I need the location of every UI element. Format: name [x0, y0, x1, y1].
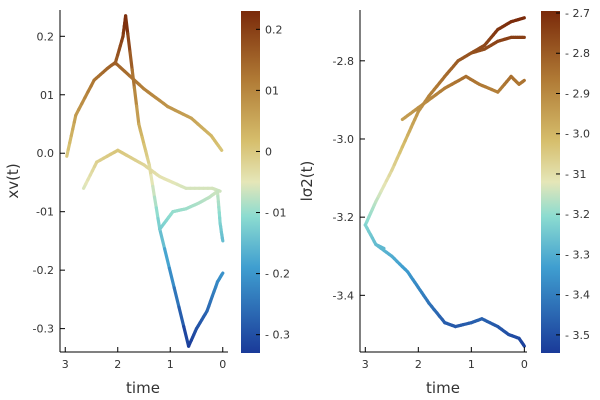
lsigma2-series-lower-branch	[374, 242, 386, 250]
xv-segment	[130, 68, 136, 90]
xv-segment	[149, 174, 155, 188]
xv-colorbar-tick-label: 0	[265, 145, 272, 158]
xv-y-ticks: 0.2 01 0.0 -01 -0.2 -0.3	[33, 30, 65, 336]
lsigma2-colorbar-tick-label: - 2.8	[565, 47, 590, 60]
xv-series-path-c	[113, 14, 225, 348]
xv-colorbar-tick-label: 0.2	[265, 23, 283, 36]
xv-segment	[172, 286, 181, 309]
xv-series-path-d	[158, 189, 225, 243]
xv-series-path-a	[81, 148, 222, 193]
xv-x-label: time	[126, 379, 160, 397]
xv-y-tick-label: -0.2	[33, 264, 54, 277]
xv-segment	[220, 271, 225, 277]
xv-y-tick-label: 0.2	[37, 30, 55, 43]
xv-colorbar: 0.2 01 0 - 01 - 0.2 - 0.3	[241, 11, 290, 353]
lsigma2-colorbar-ticks: - 2.7 - 2.8 - 2.9 - 3.0 - 31 - 3.2 - 3.3 - 3.4 -…	[556, 7, 590, 342]
xv-segment	[163, 247, 171, 270]
xv-y-tick-label: -01	[36, 206, 54, 219]
xv-x-tick-label: 3	[62, 358, 69, 371]
lsigma2-x-label: time	[426, 379, 460, 397]
lsigma2-colorbar-tick-label: - 2.9	[565, 87, 590, 100]
lsigma2-colorbar: - 2.7 - 2.8 - 2.9 - 3.0 - 31 - 3.2 - 3.3 - 3.4 -…	[541, 7, 590, 353]
lsigma2-x-tick-label: 1	[468, 358, 475, 371]
lsigma2-x-ticks: 3 2 1 0	[362, 347, 528, 371]
lsigma2-colorbar-tick-label: - 3.4	[565, 289, 590, 302]
xv-segment	[152, 195, 158, 210]
lsigma2-y-tick-label: -3.4	[333, 289, 354, 302]
xv-colorbar-tick-label: - 01	[265, 207, 286, 220]
lsigma2-colorbar-tick-label: - 3.2	[565, 208, 590, 221]
lsigma2-series-lower	[363, 223, 526, 348]
lsigma2-colorbar-tick-label: - 3.3	[565, 248, 590, 261]
lsigma2-series-upper-lower	[400, 74, 526, 122]
xv-segment	[158, 227, 167, 251]
lsigma2-colorbar-gradient	[541, 11, 560, 353]
xv-segment	[128, 50, 134, 72]
xv-segment	[154, 206, 160, 221]
lsigma2-series-upper	[363, 35, 526, 227]
xv-x-tick-label: 2	[114, 358, 121, 371]
xv-colorbar-gradient	[241, 11, 260, 353]
xv-y-label: xv(t)	[4, 163, 22, 198]
panel-xv: 0.2 01 0.0 -01 -0.2 -0.3 3 2 1 0 time xv(t)	[4, 10, 228, 397]
xv-segment	[177, 305, 186, 329]
xv-x-ticks: 3 2 1 0	[62, 347, 226, 371]
xv-y-tick-label: -0.3	[33, 323, 54, 336]
xv-colorbar-tick-label: - 0.2	[265, 268, 290, 281]
lsigma2-y-ticks: -2.8 -3.0 -3.2 -3.4	[333, 55, 365, 302]
xv-y-tick-label: 01	[40, 89, 54, 102]
lsigma2-segment	[521, 78, 526, 83]
lsigma2-series	[363, 16, 526, 348]
lsigma2-segment	[520, 16, 526, 21]
lsigma2-y-tick-label: -2.8	[333, 55, 354, 68]
xv-x-tick-label: 1	[167, 358, 174, 371]
lsigma2-colorbar-tick-label: - 3.5	[565, 329, 590, 342]
lsigma2-colorbar-tick-label: - 2.7	[565, 7, 590, 20]
xv-segment	[126, 32, 132, 54]
xv-segment	[182, 325, 191, 348]
xv-segment	[151, 184, 157, 199]
xv-segment	[135, 104, 141, 126]
xv-segment	[147, 163, 153, 178]
panel-lsigma2: -2.8 -3.0 -3.2 -3.4 3 2 1 0 time lσ2(t)	[298, 10, 528, 397]
xv-segment	[123, 14, 130, 36]
xv-y-tick-label: 0.0	[37, 147, 55, 160]
xv-colorbar-tick-label: - 0.3	[265, 329, 290, 342]
lsigma2-colorbar-tick-label: - 3.0	[565, 128, 590, 141]
xv-segment	[167, 266, 176, 290]
lsigma2-colorbar-tick-label: - 31	[565, 168, 586, 181]
lsigma2-series-upper-top	[469, 16, 526, 55]
xv-colorbar-tick-label: 01	[265, 84, 279, 97]
xv-segment	[220, 236, 225, 243]
xv-segment	[218, 146, 224, 152]
lsigma2-y-tick-label: -3.0	[333, 133, 354, 146]
lsigma2-x-tick-label: 0	[521, 358, 528, 371]
xv-series-path-b	[65, 60, 224, 158]
lsigma2-segment	[380, 246, 386, 250]
lsigma2-x-tick-label: 2	[415, 358, 422, 371]
xv-segment	[132, 86, 139, 108]
lsigma2-y-label: lσ2(t)	[298, 161, 316, 202]
lsigma2-x-tick-label: 3	[362, 358, 369, 371]
lsigma2-segment	[521, 343, 526, 348]
xv-colorbar-ticks: 0.2 01 0 - 01 - 0.2 - 0.3	[256, 23, 290, 342]
xv-x-tick-label: 0	[219, 358, 226, 371]
lsigma2-y-tick-label: -3.2	[333, 211, 354, 224]
xv-series	[65, 14, 225, 348]
